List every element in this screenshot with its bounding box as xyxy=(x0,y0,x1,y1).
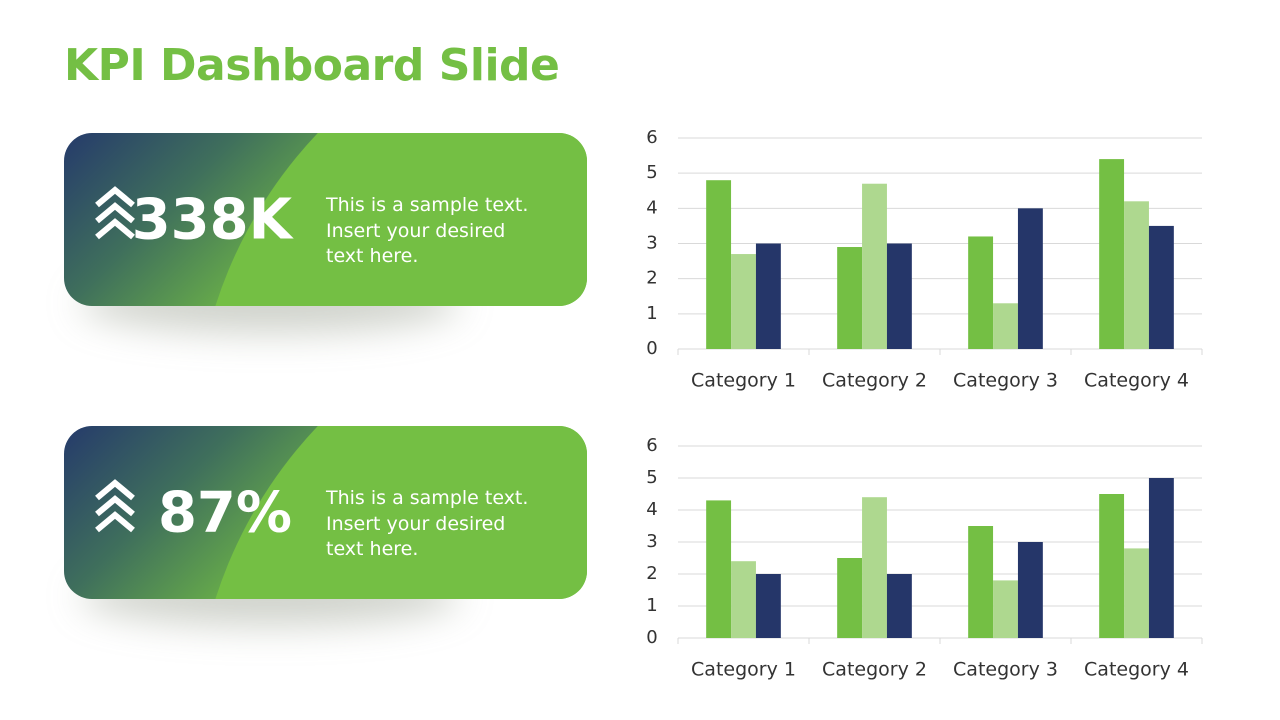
bar xyxy=(837,247,863,349)
y-tick-label: 1 xyxy=(646,303,657,324)
bar xyxy=(837,558,863,638)
kpi-text-line: text here. xyxy=(326,245,419,267)
bar xyxy=(1099,494,1125,638)
y-tick-label: 6 xyxy=(646,435,657,456)
y-tick-label: 0 xyxy=(646,627,657,648)
kpi-text-line: text here. xyxy=(326,538,419,560)
kpi-text: This is a sample text. Insert your desire… xyxy=(326,193,528,270)
bar xyxy=(968,526,994,638)
y-tick-label: 2 xyxy=(646,268,657,289)
chevron-icon xyxy=(94,478,136,538)
x-tick-label: Category 4 xyxy=(1084,659,1189,681)
bar xyxy=(1124,201,1149,349)
bar xyxy=(1017,208,1043,349)
y-tick-label: 6 xyxy=(646,127,657,148)
x-tick-label: Category 3 xyxy=(953,370,1058,392)
y-tick-label: 0 xyxy=(646,338,657,359)
kpi-card: 338K This is a sample text. Insert your de… xyxy=(64,133,587,306)
x-tick-label: Category 4 xyxy=(1084,370,1189,392)
x-tick-label: Category 3 xyxy=(953,659,1058,681)
y-tick-label: 4 xyxy=(646,499,657,520)
bar xyxy=(1148,478,1174,638)
bar xyxy=(862,497,887,638)
kpi-text-line: Insert your desired xyxy=(326,219,506,242)
kpi-value: 87% xyxy=(157,480,292,545)
y-tick-label: 3 xyxy=(646,233,657,254)
bar xyxy=(1148,225,1174,349)
y-tick-label: 4 xyxy=(646,197,657,218)
bar xyxy=(706,180,732,349)
slide-title: KPI Dashboard Slide xyxy=(64,40,560,91)
bar xyxy=(886,574,912,638)
y-tick-label: 2 xyxy=(646,563,657,584)
x-tick-label: Category 1 xyxy=(691,659,796,681)
bar xyxy=(886,243,912,349)
bar xyxy=(862,183,887,349)
bar xyxy=(1099,159,1125,349)
bar xyxy=(993,580,1018,638)
bar xyxy=(755,243,781,349)
kpi-value: 338K xyxy=(131,187,292,252)
bar xyxy=(755,574,781,638)
bar xyxy=(1124,548,1149,638)
x-tick-label: Category 2 xyxy=(822,659,927,681)
bar xyxy=(968,236,994,349)
kpi-text-line: This is a sample text. xyxy=(326,487,529,509)
bar xyxy=(1017,542,1043,638)
kpi-text-line: Insert your desired xyxy=(326,512,506,535)
y-tick-label: 1 xyxy=(646,595,657,616)
bar xyxy=(731,561,756,638)
x-tick-label: Category 1 xyxy=(691,370,796,392)
bar xyxy=(706,500,732,638)
chevron-icon xyxy=(94,185,136,245)
kpi-card: 87% This is a sample text. Insert your des… xyxy=(64,426,587,599)
kpi-text-line: This is a sample text. xyxy=(326,194,529,216)
y-tick-label: 5 xyxy=(646,162,657,183)
bar xyxy=(731,254,756,349)
x-tick-label: Category 2 xyxy=(822,370,927,392)
y-tick-label: 5 xyxy=(646,467,657,488)
y-tick-label: 3 xyxy=(646,531,657,552)
kpi-text: This is a sample text. Insert your desire… xyxy=(326,486,528,563)
bar xyxy=(993,303,1018,349)
